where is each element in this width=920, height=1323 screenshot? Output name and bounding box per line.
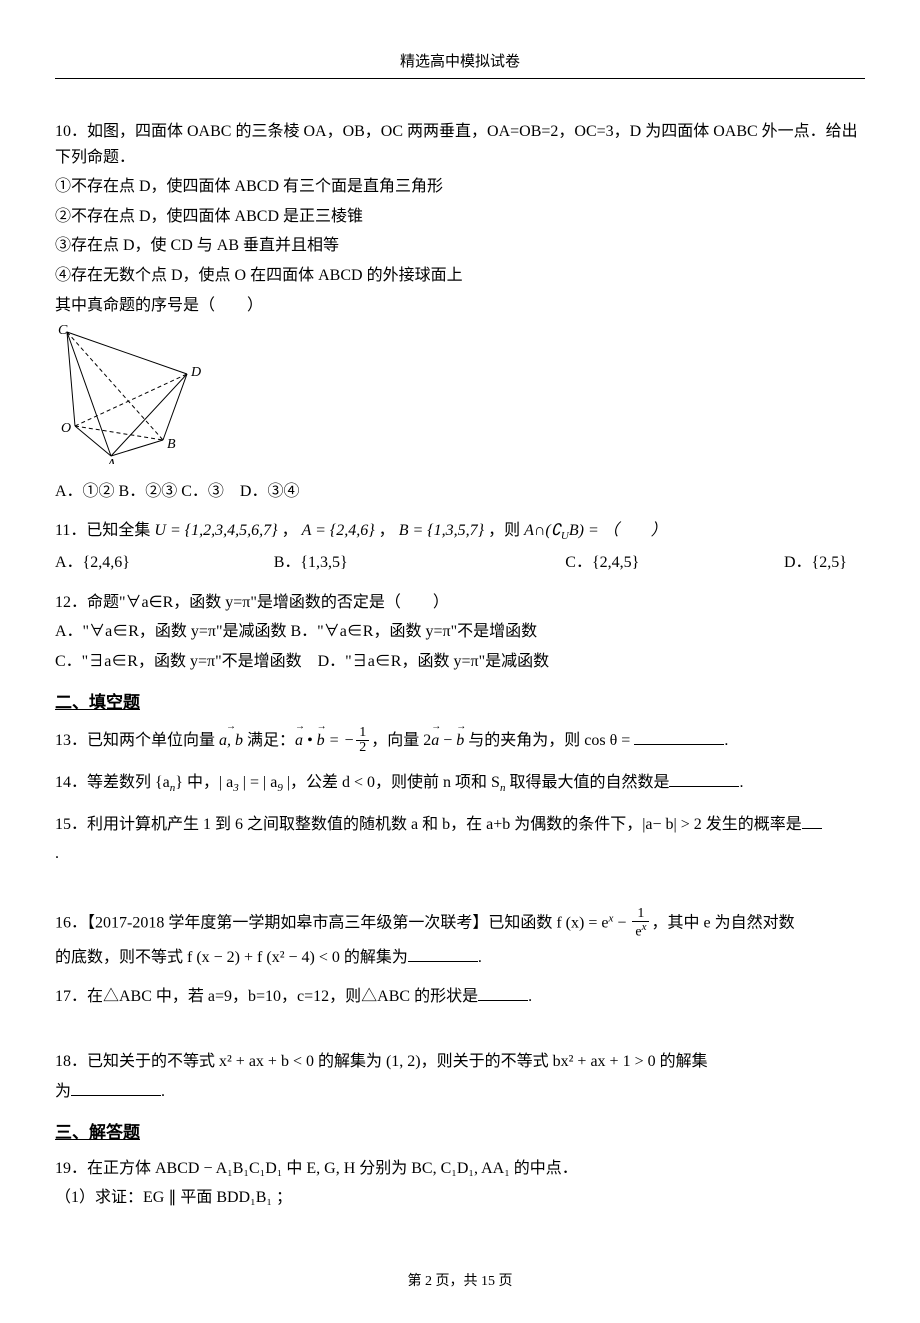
q15-end: . — [55, 841, 865, 867]
label-o: O — [61, 421, 71, 436]
question-18: 18．已知关于的不等式 x² + ax + b < 0 的解集为 (1, 2)，… — [55, 1049, 865, 1104]
q13-p1: 13．已知两个单位向量 — [55, 732, 219, 749]
q13-p3: ，向量 2 — [371, 732, 431, 749]
q17-blank — [478, 985, 528, 1001]
q16-minus: − — [613, 914, 630, 931]
q11-a: A = {2,4,6} — [302, 522, 375, 539]
q14-p5: 取得最大值的自然数是 — [505, 774, 669, 791]
q12-line3: C．"∃a∈R，函数 y=π"不是增函数 D．"∃a∈R，函数 y=π"是减函数 — [55, 649, 865, 675]
question-17: 17．在△ABC 中，若 a=9，b=10，c=12，则△ABC 的形状是. — [55, 984, 865, 1010]
question-16: 16．【2017-2018 学年度第一学期如皋市高三年级第一次联考】已知函数 f… — [55, 907, 865, 971]
tetrahedron-diagram: C D O B A — [55, 324, 205, 464]
q11-text-c: ， — [375, 522, 399, 539]
q14-p1: 14．等差数列 {a — [55, 774, 170, 791]
q10-statement-3: ③存在点 D，使 CD 与 AB 垂直并且相等 — [55, 233, 865, 259]
q10-figure: C D O B A — [55, 324, 865, 473]
q13-frac-den: 2 — [356, 741, 369, 756]
q10-intro: 10．如图，四面体 OABC 的三条棱 OA，OB，OC 两两垂直，OA=OB=… — [55, 119, 865, 170]
q14-end: . — [739, 774, 743, 791]
page-header-title: 精选高中模拟试卷 — [55, 50, 865, 79]
q14-p2: } 中，| a — [175, 774, 233, 791]
q14-p3: | = | a — [239, 774, 278, 791]
q17-text: 17．在△ABC 中，若 a=9，b=10，c=12，则△ABC 的形状是 — [55, 988, 478, 1005]
q15-blank — [802, 813, 822, 829]
question-13: 13．已知两个单位向量 a, b 满足：a • b = −12，向量 2a − … — [55, 726, 865, 756]
q11-b: B = {1,3,5,7} — [399, 522, 484, 539]
q13-p2: 满足： — [243, 732, 295, 749]
q14-p4: |，公差 d < 0，则使前 n 项和 S — [283, 774, 500, 791]
q13-vec-b1: b — [317, 728, 325, 754]
q13-frac-num: 1 — [356, 726, 369, 742]
q13-vec-a2: a — [431, 728, 439, 754]
q16-p2: ，其中 e 为自然对数 — [651, 914, 794, 931]
q13-end: . — [724, 732, 728, 749]
q11-expr: A∩(∁ — [524, 522, 561, 539]
q10-statement-2: ②不存在点 D，使四面体 ABCD 是正三棱锥 — [55, 204, 865, 230]
q11-expr-end: B) = （ ） — [569, 522, 667, 539]
q16-p3: 的底数，则不等式 f (x − 2) + f (x² − 4) < 0 的解集为 — [55, 949, 408, 966]
question-12: 12．命题"∀a∈R，函数 y=π"是增函数的否定是（ ） A．"∀a∈R，函数… — [55, 590, 865, 675]
q12-line2: A．"∀a∈R，函数 y=π"是减函数 B．"∀a∈R，函数 y=π"不是增函数 — [55, 619, 865, 645]
q11-expr-sub: U — [561, 531, 569, 543]
label-a: A — [106, 457, 116, 464]
question-14: 14．等差数列 {an} 中，| a3 | = | a9 |，公差 d < 0，… — [55, 770, 865, 798]
q16-blank — [408, 946, 478, 962]
q10-options: A．①② B．②③ C．③ D．③④ — [55, 479, 865, 505]
q10-statement-1: ①不存在点 D，使四面体 ABCD 有三个面是直角三角形 — [55, 174, 865, 200]
q13-vec-ab: a, b — [219, 728, 243, 754]
q11-u: U = {1,2,3,4,5,6,7} — [154, 522, 277, 539]
q10-statement-5: 其中真命题的序号是（ ） — [55, 293, 865, 319]
q14-blank — [669, 771, 739, 787]
q10-statement-4: ④存在无数个点 D，使点 O 在四面体 ABCD 的外接球面上 — [55, 263, 865, 289]
q11-opt-d: D．{2,5} — [784, 550, 865, 576]
q13-p4: 与的夹角为，则 cos θ = — [464, 732, 634, 749]
q18-blank — [71, 1080, 161, 1096]
section-3-heading: 三、解答题 — [55, 1119, 865, 1146]
q11-text-b: ， — [278, 522, 302, 539]
q18-p2: 为 — [55, 1083, 71, 1100]
q11-opt-c: C．{2,4,5} — [565, 550, 784, 576]
q13-blank — [634, 729, 724, 745]
q13-vec-b2: b — [456, 728, 464, 754]
q11-opt-b: B．{1,3,5} — [274, 550, 566, 576]
label-c: C — [58, 324, 68, 338]
question-10: 10．如图，四面体 OABC 的三条棱 OA，OB，OC 两两垂直，OA=OB=… — [55, 119, 865, 504]
q16-p1: 16．【2017-2018 学年度第一学期如皋市高三年级第一次联考】已知函数 f… — [55, 914, 608, 931]
question-19: 19．在正方体 ABCD − A₁B₁C₁D₁ 中 E, G, H 分别为 BC… — [55, 1156, 865, 1211]
label-b: B — [167, 437, 176, 452]
page-footer: 第 2 页，共 15 页 — [55, 1271, 865, 1293]
q19-p2: （1）求证：EG ∥ 平面 BDD₁B₁ ； — [55, 1185, 865, 1211]
q13-vec-a1: a — [295, 728, 303, 754]
q16-frac-den-b: x — [642, 921, 647, 933]
q18-end: . — [161, 1083, 165, 1100]
label-d: D — [190, 365, 201, 380]
q11-text-a: 11．已知全集 — [55, 522, 154, 539]
q11-opt-a: A．{2,4,6} — [55, 550, 274, 576]
q16-frac-num: 1 — [632, 907, 649, 923]
q13-minus: − — [439, 732, 456, 749]
question-11: 11．已知全集 U = {1,2,3,4,5,6,7} ， A = {2,4,6… — [55, 518, 865, 575]
q15-text: 15．利用计算机产生 1 到 6 之间取整数值的随机数 a 和 b，在 a+b … — [55, 816, 802, 833]
q17-end: . — [528, 988, 532, 1005]
q19-p1: 19．在正方体 ABCD − A₁B₁C₁D₁ 中 E, G, H 分别为 BC… — [55, 1156, 865, 1182]
q12-text: 12．命题"∀a∈R，函数 y=π"是增函数的否定是（ ） — [55, 590, 865, 616]
q11-text-d: ，则 — [484, 522, 524, 539]
question-15: 15．利用计算机产生 1 到 6 之间取整数值的随机数 a 和 b，在 a+b … — [55, 812, 865, 867]
section-2-heading: 二、填空题 — [55, 689, 865, 716]
q18-p1: 18．已知关于的不等式 x² + ax + b < 0 的解集为 (1, 2)，… — [55, 1049, 865, 1075]
q16-end: . — [478, 949, 482, 966]
